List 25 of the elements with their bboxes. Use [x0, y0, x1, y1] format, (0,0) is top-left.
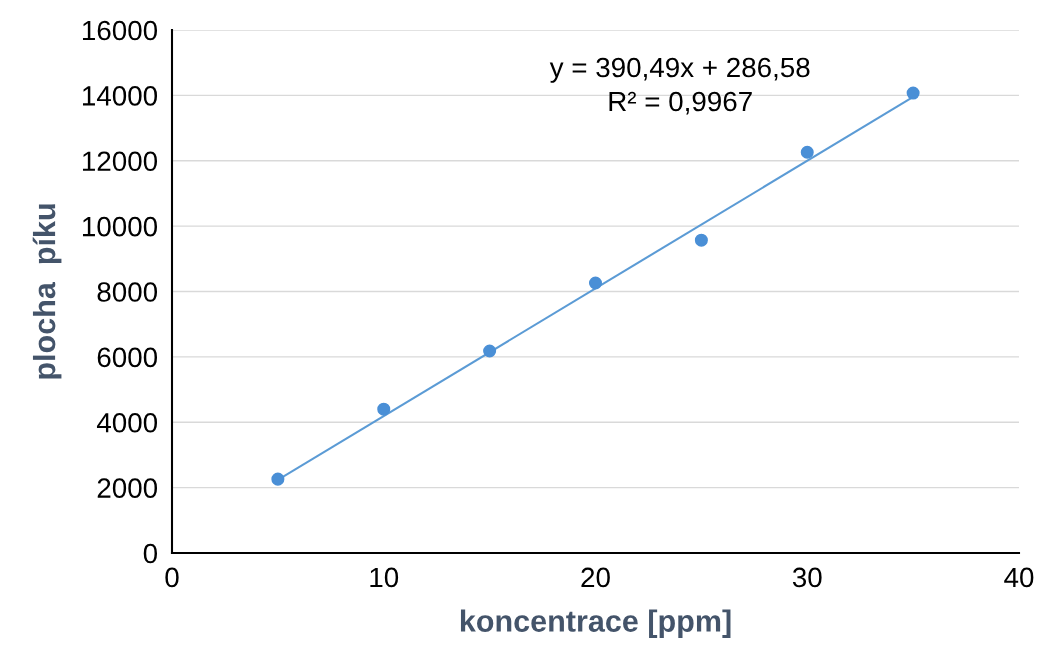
x-tick-label: 30: [792, 567, 822, 588]
x-tick-label: 10: [370, 567, 399, 588]
point: [906, 86, 920, 100]
point: [271, 472, 285, 486]
point: [588, 276, 603, 290]
y-tick-label: 8000: [97, 282, 158, 302]
point: [694, 233, 708, 247]
y-tick-label: 10000: [82, 216, 158, 237]
x-tick-label: 20: [581, 567, 610, 588]
point: [800, 145, 814, 159]
y-tick-label: 12000: [82, 151, 158, 172]
annotation: y = 390,49x + 286,58: [549, 57, 810, 83]
y-tick-label: 16000: [82, 20, 158, 41]
annotation: R² = 0,9967: [609, 91, 752, 115]
y-tick-label: 0: [143, 543, 158, 564]
y-tick-label: 4000: [96, 412, 158, 433]
y-tick-label: 6000: [97, 347, 158, 368]
y-tick-label: 14000: [82, 86, 158, 106]
x-axis-title: koncentrace [ppm]: [460, 609, 731, 638]
y-tick-label: 2000: [97, 478, 158, 498]
point: [483, 344, 497, 358]
x-tick-label: 40: [1004, 567, 1034, 588]
x-tick-label: 0: [165, 567, 179, 588]
y-axis-title: plocha píku: [32, 204, 62, 379]
point: [377, 402, 391, 416]
